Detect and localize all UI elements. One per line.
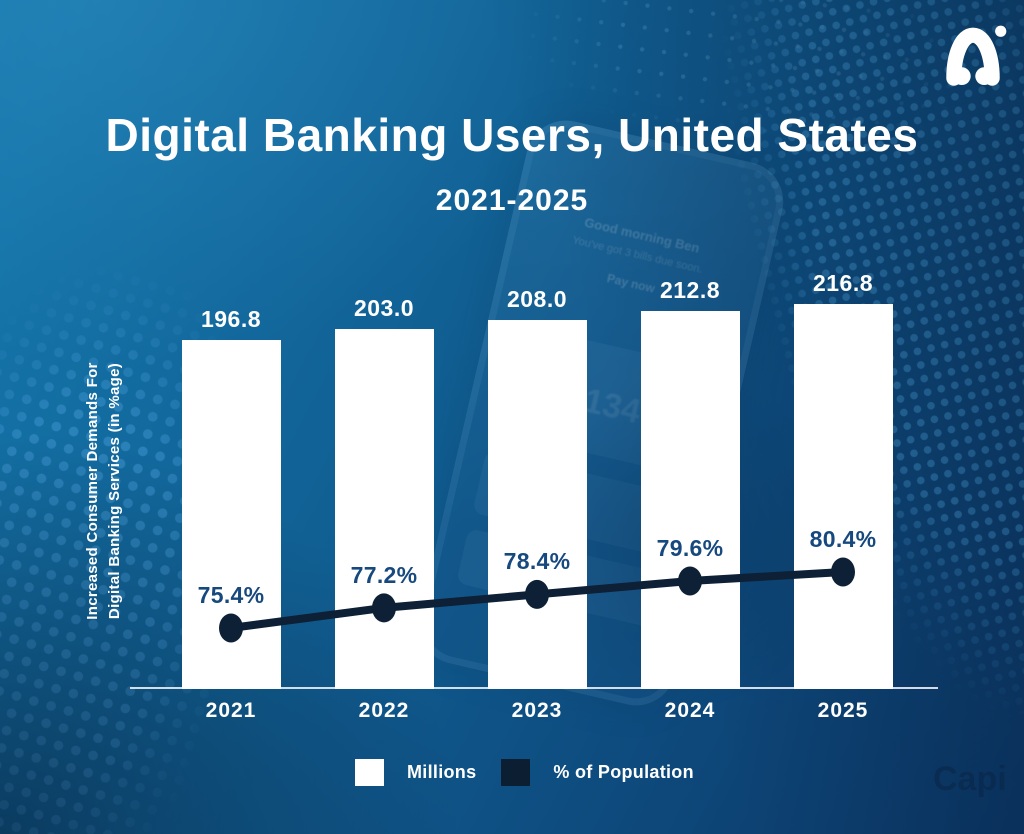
line-value-2021: 75.4% [197, 582, 265, 608]
bar-value-2023: 208.0 [506, 285, 568, 312]
page-title: Digital Banking Users, United States [105, 109, 919, 161]
legend-label-millions: Millions [407, 762, 477, 782]
background-watermark-text: Capi [933, 760, 1007, 798]
x-tick-2022: 2022 [358, 699, 410, 722]
x-tick-2021: 2021 [205, 699, 257, 722]
bar-2024 [640, 311, 740, 689]
bar-2021 [181, 339, 281, 689]
bar-2025 [793, 304, 893, 689]
chart-legend: Millions % of Population [355, 759, 694, 786]
line-value-2024: 79.6% [656, 534, 724, 561]
legend-item-millions: Millions [355, 759, 476, 786]
page-subtitle: 2021-2025 [435, 184, 589, 217]
legend-swatch-bar [355, 759, 384, 786]
line-value-2022: 77.2% [350, 561, 418, 588]
x-tick-2025: 2025 [817, 699, 869, 722]
line-value-2023: 78.4% [503, 548, 571, 575]
line-value-2025: 80.4% [809, 526, 877, 552]
bar-2022 [334, 328, 434, 689]
bar-2023 [487, 319, 587, 689]
bar-value-2022: 203.0 [353, 294, 415, 321]
x-tick-2024: 2024 [664, 699, 716, 722]
bar-value-2024: 212.8 [659, 277, 721, 304]
x-tick-2023: 2023 [511, 699, 563, 722]
legend-item-population: % of Population [501, 759, 694, 786]
bar-value-2025: 216.8 [812, 270, 874, 296]
appinventiv-logo-icon [946, 25, 1007, 86]
legend-label-population: % of Population [553, 762, 694, 782]
bar-value-2021: 196.8 [200, 305, 262, 332]
legend-swatch-line [501, 759, 531, 786]
